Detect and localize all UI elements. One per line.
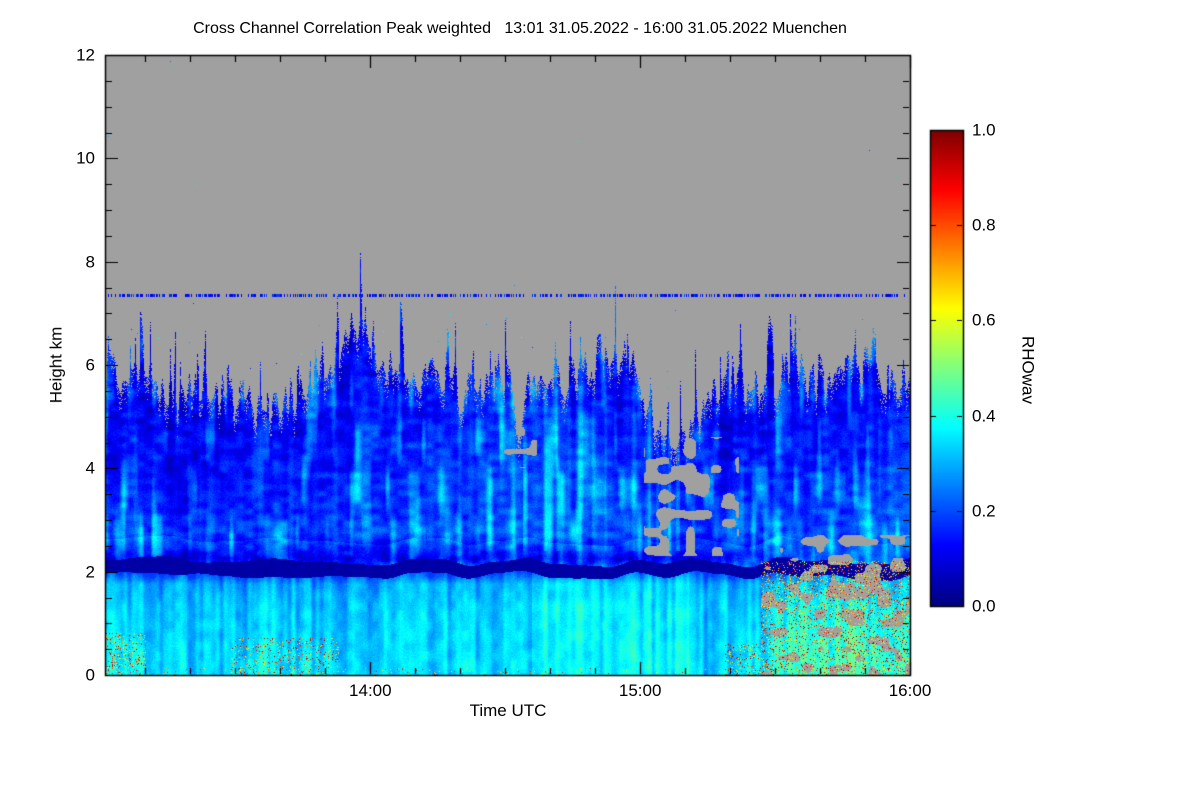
y-tick-label: 8 xyxy=(85,252,95,272)
chart-title: Cross Channel Correlation Peak weighted … xyxy=(193,20,847,37)
y-tick-label: 4 xyxy=(85,458,95,478)
colorbar-tick-label: 1.0 xyxy=(972,120,996,140)
colorbar-tick-label: 0.2 xyxy=(972,501,996,521)
colorbar-tick-label: 0.4 xyxy=(972,406,996,426)
y-tick-label: 0 xyxy=(85,665,95,685)
x-tick-label: 16:00 xyxy=(888,681,932,700)
colorbar-tick-label: 0.8 xyxy=(972,215,996,235)
y-tick-label: 10 xyxy=(76,148,95,168)
x-axis-label: Time UTC xyxy=(469,701,547,720)
y-tick-label: 12 xyxy=(76,45,95,65)
colorbar-tick-label: 0.6 xyxy=(972,310,996,330)
y-tick-label: 6 xyxy=(85,355,95,375)
colorbar-tick-label: 0.0 xyxy=(972,596,996,616)
x-tick-label: 15:00 xyxy=(618,681,662,700)
x-tick-label: 14:00 xyxy=(349,681,392,700)
y-tick-label: 2 xyxy=(85,562,95,582)
